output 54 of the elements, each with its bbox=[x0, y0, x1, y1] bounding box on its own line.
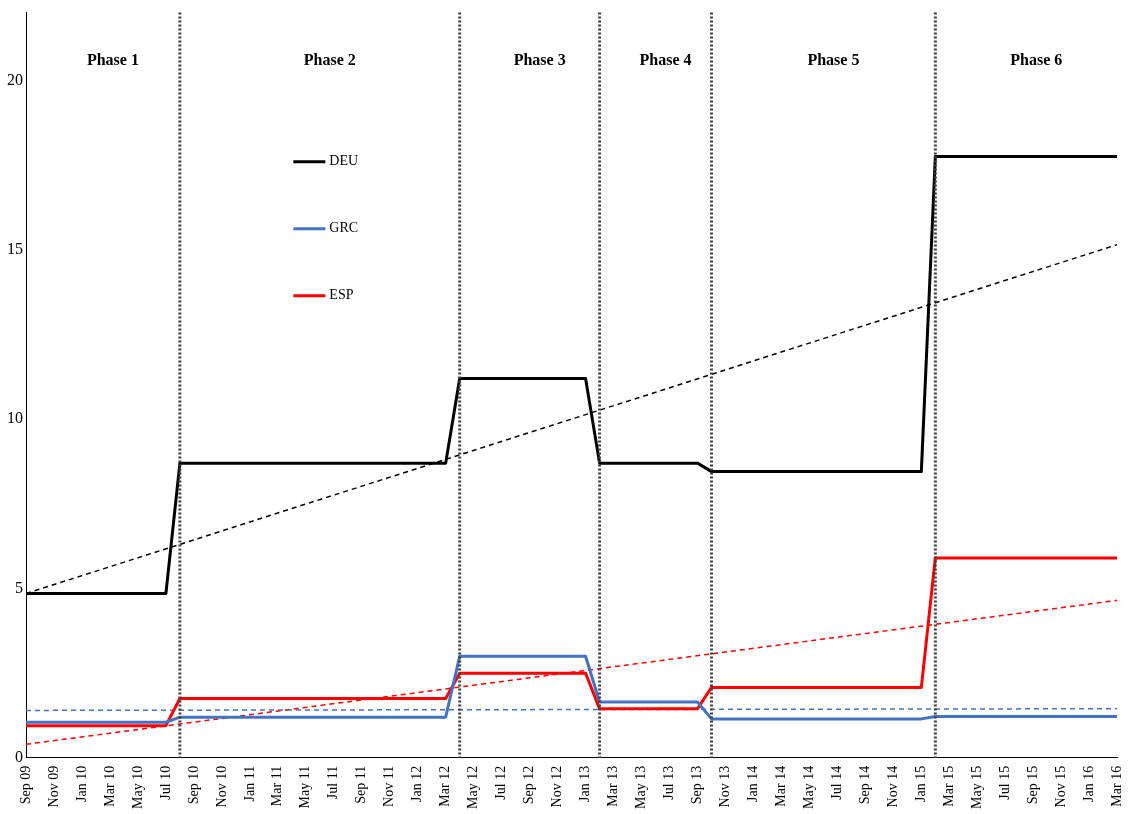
x-tick-label: Jan 12 bbox=[409, 765, 425, 803]
x-tick-label: Sep 10 bbox=[185, 765, 201, 805]
x-tick-label: Jan 14 bbox=[745, 765, 761, 803]
x-tick-label: Jan 15 bbox=[913, 765, 929, 803]
y-tick-label: 5 bbox=[15, 578, 23, 596]
y-tick-label: 0 bbox=[15, 748, 23, 766]
y-tick-label: 10 bbox=[7, 409, 23, 427]
annotation: Phase 4 bbox=[639, 50, 692, 68]
x-tick-label: Jul 12 bbox=[493, 765, 509, 800]
x-tick-label: Jan 13 bbox=[577, 765, 593, 803]
x-tick-label: Mar 13 bbox=[605, 765, 621, 807]
x-tick-label: Jul 10 bbox=[157, 765, 173, 800]
x-tick-label: Mar 14 bbox=[773, 765, 789, 807]
x-tick-label: Sep 15 bbox=[1024, 765, 1040, 805]
x-tick-label: Jul 13 bbox=[661, 765, 677, 800]
legend-label: ESP bbox=[329, 287, 354, 303]
x-tick-label: Nov 09 bbox=[45, 765, 61, 808]
x-tick-label: May 10 bbox=[129, 765, 145, 810]
x-tick-label: May 12 bbox=[465, 765, 481, 810]
x-tick-label: Jan 10 bbox=[73, 765, 89, 803]
x-tick-label: Nov 11 bbox=[381, 765, 397, 807]
x-tick-label: Nov 10 bbox=[213, 765, 229, 808]
x-tick-label: Nov 14 bbox=[885, 765, 901, 808]
x-tick-label: Mar 15 bbox=[940, 765, 956, 807]
legend-label: DEU bbox=[329, 153, 359, 169]
x-tick-label: Nov 12 bbox=[549, 765, 565, 808]
x-tick-label: Mar 11 bbox=[269, 765, 285, 807]
x-tick-label: May 14 bbox=[801, 765, 817, 810]
legend-label: GRC bbox=[329, 220, 359, 236]
annotation: Phase 2 bbox=[303, 50, 356, 68]
x-tick-label: Nov 15 bbox=[1052, 765, 1068, 808]
x-tick-label: Sep 11 bbox=[353, 765, 369, 804]
annotation: Phase 3 bbox=[513, 50, 566, 68]
x-tick-label: Nov 13 bbox=[717, 765, 733, 808]
annotation: Phase 5 bbox=[807, 50, 860, 68]
x-tick-label: Sep 13 bbox=[689, 765, 705, 805]
x-tick-label: Mar 10 bbox=[101, 765, 117, 807]
x-tick-label: Jul 15 bbox=[996, 765, 1012, 800]
x-tick-label: Mar 12 bbox=[437, 765, 453, 807]
x-tick-label: Jan 11 bbox=[241, 765, 257, 802]
y-tick-label: 20 bbox=[7, 70, 23, 88]
annotation: Phase 1 bbox=[86, 50, 139, 68]
x-tick-label: Sep 12 bbox=[521, 765, 537, 805]
x-tick-label: Mar 16 bbox=[1108, 765, 1124, 807]
x-tick-label: May 11 bbox=[297, 765, 313, 809]
x-tick-label: Jul 11 bbox=[325, 765, 341, 800]
x-tick-label: Sep 14 bbox=[857, 765, 873, 805]
x-tick-label: Jul 14 bbox=[829, 765, 845, 800]
x-tick-label: Jan 16 bbox=[1080, 765, 1096, 803]
annotation: Phase 6 bbox=[1010, 50, 1063, 68]
x-tick-label: May 15 bbox=[968, 765, 984, 810]
x-tick-label: Sep 09 bbox=[17, 765, 33, 805]
x-tick-label: May 13 bbox=[633, 765, 649, 810]
y-tick-label: 15 bbox=[7, 239, 23, 257]
